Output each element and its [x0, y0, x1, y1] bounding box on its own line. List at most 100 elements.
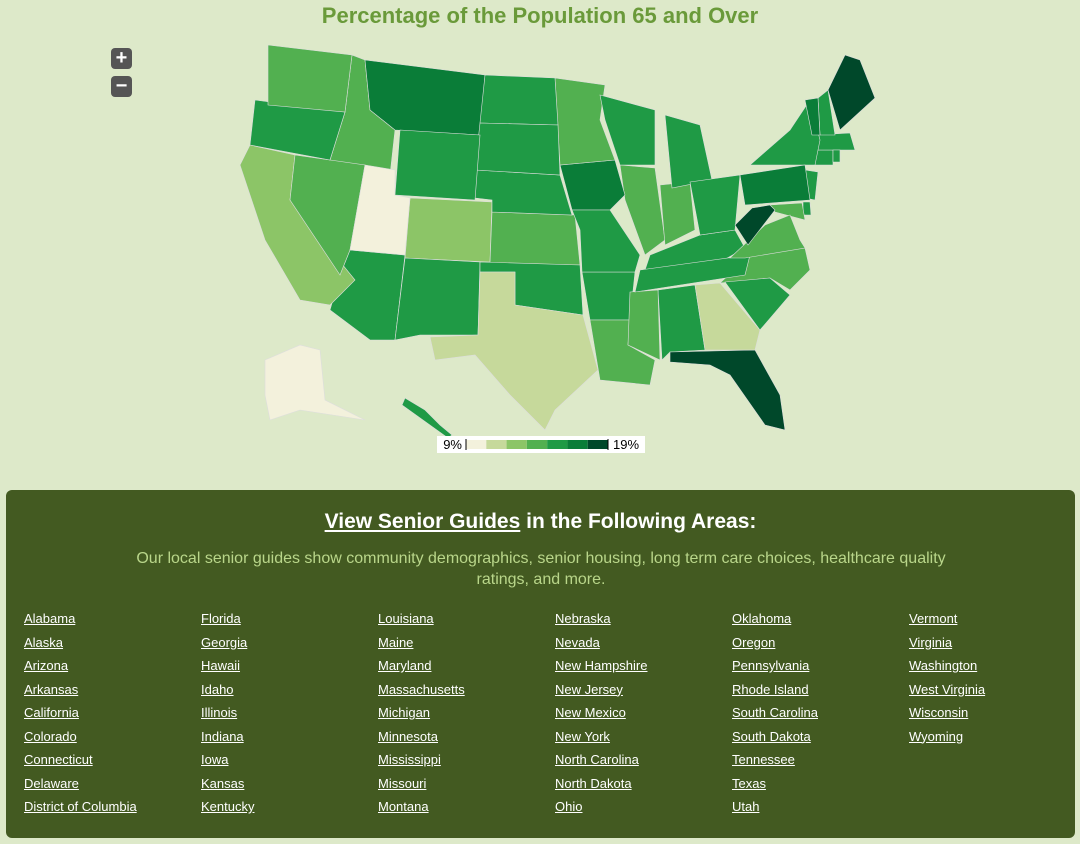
state-region	[559, 159, 626, 211]
state-link[interactable]: Nebraska	[555, 611, 611, 626]
state-link[interactable]: Iowa	[201, 752, 229, 767]
state-link[interactable]: Pennsylvania	[732, 658, 810, 673]
state-link[interactable]: Washington	[909, 658, 978, 673]
guides-link[interactable]: View Senior Guides	[324, 510, 521, 533]
state-region	[694, 282, 761, 351]
state-link[interactable]: Michigan	[378, 705, 431, 720]
state-link[interactable]: Montana	[378, 799, 429, 814]
state-region	[669, 349, 786, 431]
state-link[interactable]: Missouri	[378, 775, 427, 791]
state-region	[734, 204, 776, 246]
state-link[interactable]: Delaware	[24, 775, 79, 791]
state-link[interactable]: South Dakota	[732, 728, 811, 744]
state-region	[401, 397, 453, 439]
state-link[interactable]: Texas	[732, 775, 766, 791]
state-region	[394, 129, 481, 201]
legend-min-label: 9%	[443, 437, 462, 452]
state-link[interactable]: Nevada	[555, 634, 600, 650]
legend-swatch	[567, 440, 588, 449]
zoom-in[interactable]: +	[111, 48, 132, 69]
state-link[interactable]: Massachusetts	[378, 681, 465, 697]
state-link[interactable]: Illinois	[201, 705, 238, 720]
legend-max-label: 19%	[613, 437, 639, 452]
choropleth-map: 9% 19%	[239, 44, 876, 453]
state-link[interactable]: Mississippi	[378, 752, 441, 767]
legend-swatch	[547, 440, 568, 449]
state-region	[827, 54, 876, 131]
state-link[interactable]: District of Columbia	[24, 799, 137, 814]
state-link[interactable]: Louisiana	[378, 611, 434, 626]
state-link[interactable]: Florida	[201, 611, 241, 626]
state-link[interactable]: West Virginia	[909, 681, 986, 697]
state-region	[404, 197, 493, 263]
state-link[interactable]: Ohio	[555, 799, 583, 814]
state-region	[802, 201, 812, 216]
state-link[interactable]: Wyoming	[909, 728, 964, 744]
state-link[interactable]: Arkansas	[24, 681, 79, 697]
state-link[interactable]: Indiana	[201, 728, 244, 744]
state-region	[394, 257, 481, 341]
state-region	[832, 149, 841, 163]
state-region	[479, 74, 559, 126]
state-link[interactable]: Kentucky	[201, 799, 255, 814]
state-link[interactable]: New Hampshire	[555, 658, 648, 673]
state-region	[474, 122, 561, 176]
heading-text: in the Following Areas:	[520, 510, 757, 533]
state-region	[599, 94, 656, 166]
state-region	[429, 271, 599, 431]
state-link[interactable]: Maryland	[378, 658, 432, 673]
state-region	[814, 132, 856, 151]
state-region	[571, 209, 641, 273]
guides-panel: View Senior Guides in the Following Area…	[6, 490, 1075, 838]
state-link[interactable]: Oklahoma	[732, 611, 792, 626]
guides-description: Our local senior guides show community d…	[136, 550, 946, 588]
state-region	[627, 289, 661, 361]
state-link[interactable]: Utah	[732, 799, 760, 814]
state-link[interactable]: New Mexico	[555, 705, 626, 720]
state-region	[289, 154, 366, 276]
state-region	[804, 97, 821, 136]
state-link[interactable]: North Dakota	[555, 775, 632, 791]
state-link[interactable]: Colorado	[24, 728, 77, 744]
state-region	[581, 271, 636, 321]
state-link[interactable]: North Carolina	[555, 752, 639, 767]
state-link[interactable]: Maine	[378, 634, 414, 650]
state-link[interactable]: Alaska	[24, 634, 64, 650]
state-link[interactable]: Arizona	[24, 658, 69, 673]
state-link[interactable]: Virginia	[909, 634, 953, 650]
state-link[interactable]: New Jersey	[555, 681, 623, 697]
state-link[interactable]: New York	[555, 728, 610, 744]
state-link[interactable]: Rhode Island	[732, 681, 809, 697]
state-region	[634, 254, 751, 293]
state-region	[724, 277, 791, 331]
state-region	[739, 164, 811, 206]
state-region	[659, 181, 696, 246]
state-region	[664, 114, 713, 189]
state-region	[267, 44, 353, 113]
state-link[interactable]: Minnesota	[378, 728, 438, 744]
state-region	[689, 174, 741, 236]
legend-swatch	[466, 440, 487, 449]
state-link[interactable]: Connecticut	[24, 752, 93, 767]
legend-swatch	[506, 440, 527, 449]
state-link[interactable]: Idaho	[201, 681, 234, 697]
state-link[interactable]: California	[24, 705, 79, 720]
state-link[interactable]: Vermont	[909, 611, 958, 626]
state-region	[657, 284, 706, 361]
guides-heading: View Senior Guides in the Following Area…	[6, 510, 1075, 534]
state-link[interactable]: Alabama	[24, 611, 76, 626]
zoom-out[interactable]: −	[111, 76, 132, 97]
legend-swatch	[526, 440, 548, 449]
state-link[interactable]: South Carolina	[732, 705, 818, 720]
state-link[interactable]: Hawaii	[201, 658, 241, 673]
state-link[interactable]: Georgia	[201, 634, 248, 650]
state-link[interactable]: Tennessee	[732, 752, 795, 767]
state-region	[729, 214, 806, 259]
state-link[interactable]: Oregon	[732, 634, 776, 650]
state-region	[349, 164, 411, 256]
state-region	[489, 211, 581, 266]
state-link[interactable]: Kansas	[201, 775, 245, 791]
map-title: Percentage of the Population 65 and Over	[321, 3, 759, 28]
state-link[interactable]: Wisconsin	[909, 705, 969, 720]
